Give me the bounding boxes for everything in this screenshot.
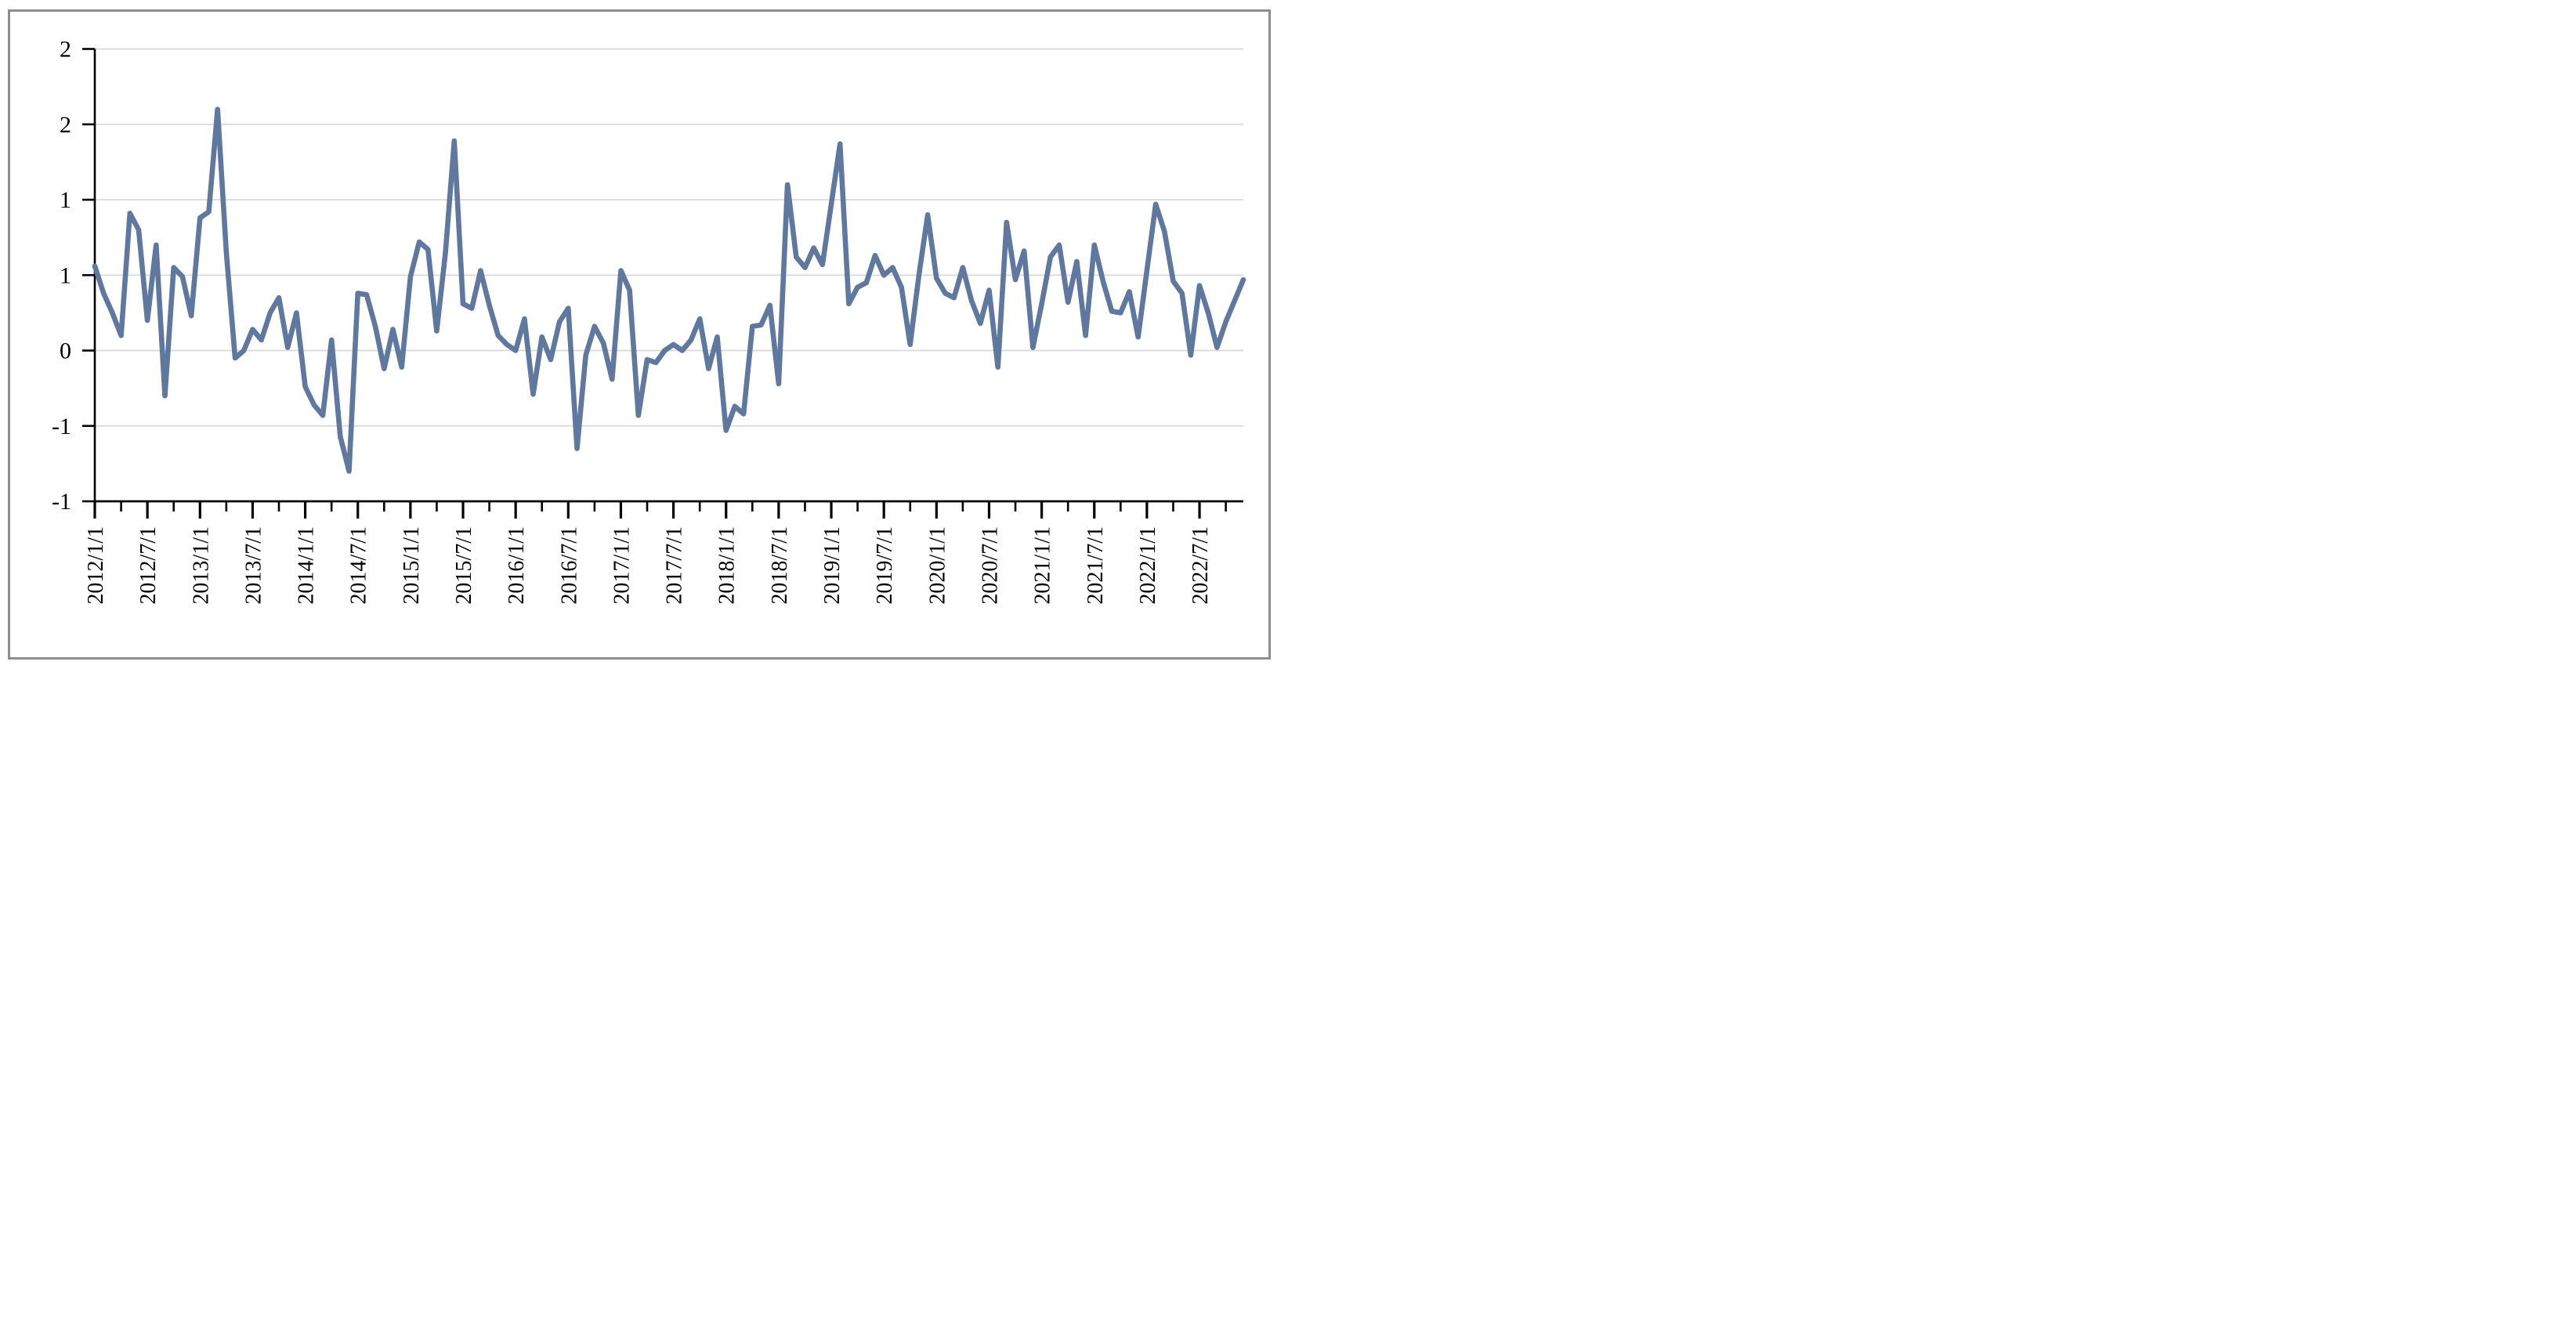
x-axis-tick-label: 2019/1/1 [820, 526, 845, 605]
y-axis-tick-label: 2 [60, 112, 71, 138]
x-axis-tick-label: 2014/1/1 [295, 526, 319, 605]
x-axis-tick-label: 2019/7/1 [873, 526, 897, 605]
x-axis-tick-label: 2013/1/1 [189, 526, 213, 605]
x-axis-tick-label: 2021/1/1 [1031, 526, 1055, 605]
x-axis-tick-label: 2022/7/1 [1189, 526, 1213, 605]
gridlines [95, 48, 1243, 427]
y-axis-tick-label: 2 [60, 37, 71, 63]
x-axis-tick-label: 2018/1/1 [715, 526, 740, 605]
y-axis-tick-label: 1 [60, 262, 71, 288]
chart-line-series [92, 107, 1246, 474]
chart-figure-page: 2 2 1 1 0 -1 -1 2012/1/1 2012/7/1 2013/1/1 2013/7/… [0, 0, 1288, 670]
x-axis-tick-label: 2017/7/1 [663, 526, 687, 605]
x-axis: 2012/1/1 2012/7/1 2013/1/1 2013/7/1 2014/1/1… [84, 500, 1243, 605]
y-axis-tick-label: 0 [60, 338, 71, 364]
x-axis-tick-label: 2018/7/1 [768, 526, 792, 605]
y-axis: 2 2 1 1 0 -1 -1 [52, 37, 96, 515]
x-axis-tick-label: 2022/1/1 [1136, 526, 1160, 605]
x-axis-tick-label: 2012/7/1 [136, 526, 161, 605]
line-chart: 2 2 1 1 0 -1 -1 2012/1/1 2012/7/1 2013/1/1 2013/7/… [52, 37, 1246, 605]
y-axis-tick-label: 1 [60, 187, 71, 213]
x-axis-tick-label: 2016/1/1 [505, 526, 529, 605]
x-axis-tick-label: 2020/7/1 [978, 526, 1002, 605]
x-axis-tick-label: 2020/1/1 [925, 526, 950, 605]
x-axis-tick-label: 2012/1/1 [84, 526, 108, 605]
x-axis-tick-label: 2016/7/1 [557, 526, 581, 605]
x-axis-tick-label: 2013/7/1 [241, 526, 266, 605]
x-axis-tick-label: 2021/7/1 [1084, 526, 1108, 605]
x-axis-tick-label: 2015/1/1 [400, 526, 424, 605]
x-axis-tick-label: 2017/1/1 [610, 526, 634, 605]
x-axis-tick-label: 2014/7/1 [347, 526, 371, 605]
chart-frame: 2 2 1 1 0 -1 -1 2012/1/1 2012/7/1 2013/1/1 2013/7/… [8, 9, 1271, 660]
y-axis-tick-label: -1 [52, 489, 71, 515]
y-axis-tick-label: -1 [52, 414, 71, 439]
x-axis-tick-label: 2015/7/1 [452, 526, 476, 605]
